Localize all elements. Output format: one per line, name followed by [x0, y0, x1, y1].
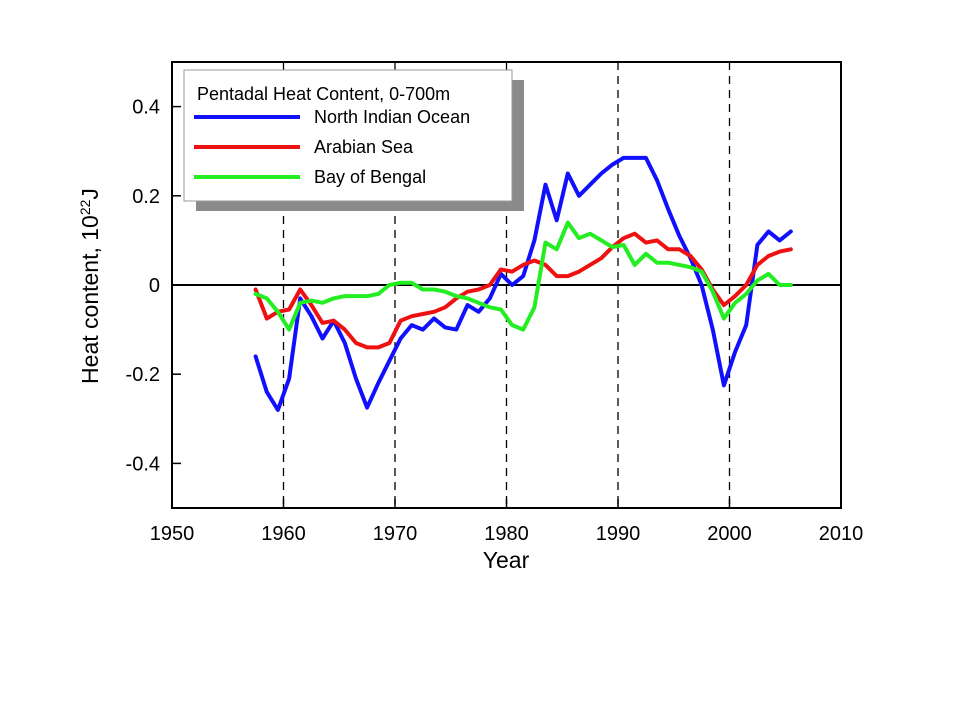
y-tick-label-0: -0.4: [126, 453, 160, 475]
legend-label-2: Bay of Bengal: [314, 167, 426, 187]
x-tick-label-1960: 1960: [261, 523, 306, 545]
axis-ticks: [171, 105, 842, 508]
series-line-2: [253, 220, 793, 332]
x-tick-labels: 1950 1960 1970 1980 1990 2000 2010: [150, 523, 864, 545]
y-axis-title: Heat content, 1022J: [77, 188, 103, 384]
y-tick-labels: -0.4 -0.2 0 0.2 0.4: [126, 97, 160, 476]
x-tick-label-1980: 1980: [484, 523, 529, 545]
y-axis-title-suffix: J: [77, 188, 103, 200]
y-tick-label-1: -0.2: [126, 364, 160, 386]
legend-label-0: North Indian Ocean: [314, 107, 470, 127]
x-axis-title: Year: [483, 547, 530, 573]
y-tick-label-2: 0: [149, 275, 160, 297]
legend-box: [183, 69, 513, 202]
y-tick-label-4: 0.4: [132, 97, 160, 119]
y-axis-title-base: 10: [77, 215, 103, 241]
x-tick-label-1990: 1990: [596, 523, 641, 545]
x-tick-label-2000: 2000: [707, 523, 752, 545]
x-tick-label-2010: 2010: [819, 523, 864, 545]
y-tick-label-3: 0.2: [132, 186, 160, 208]
legend-entries: North Indian Ocean Arabian Sea Bay of Beng…: [194, 107, 470, 187]
legend-title: Pentadal Heat Content, 0-700m: [197, 84, 450, 104]
series-lines: [253, 155, 793, 412]
y-axis-title-exponent: 22: [77, 199, 93, 215]
x-tick-label-1950: 1950: [150, 523, 195, 545]
x-tick-label-1970: 1970: [373, 523, 418, 545]
series-line-1: [253, 231, 793, 350]
legend: Pentadal Heat Content, 0-700m North Indi…: [183, 69, 524, 211]
y-axis-title-main: Heat content,: [77, 247, 103, 384]
series-line-0: [253, 155, 793, 412]
legend-label-1: Arabian Sea: [314, 137, 414, 157]
